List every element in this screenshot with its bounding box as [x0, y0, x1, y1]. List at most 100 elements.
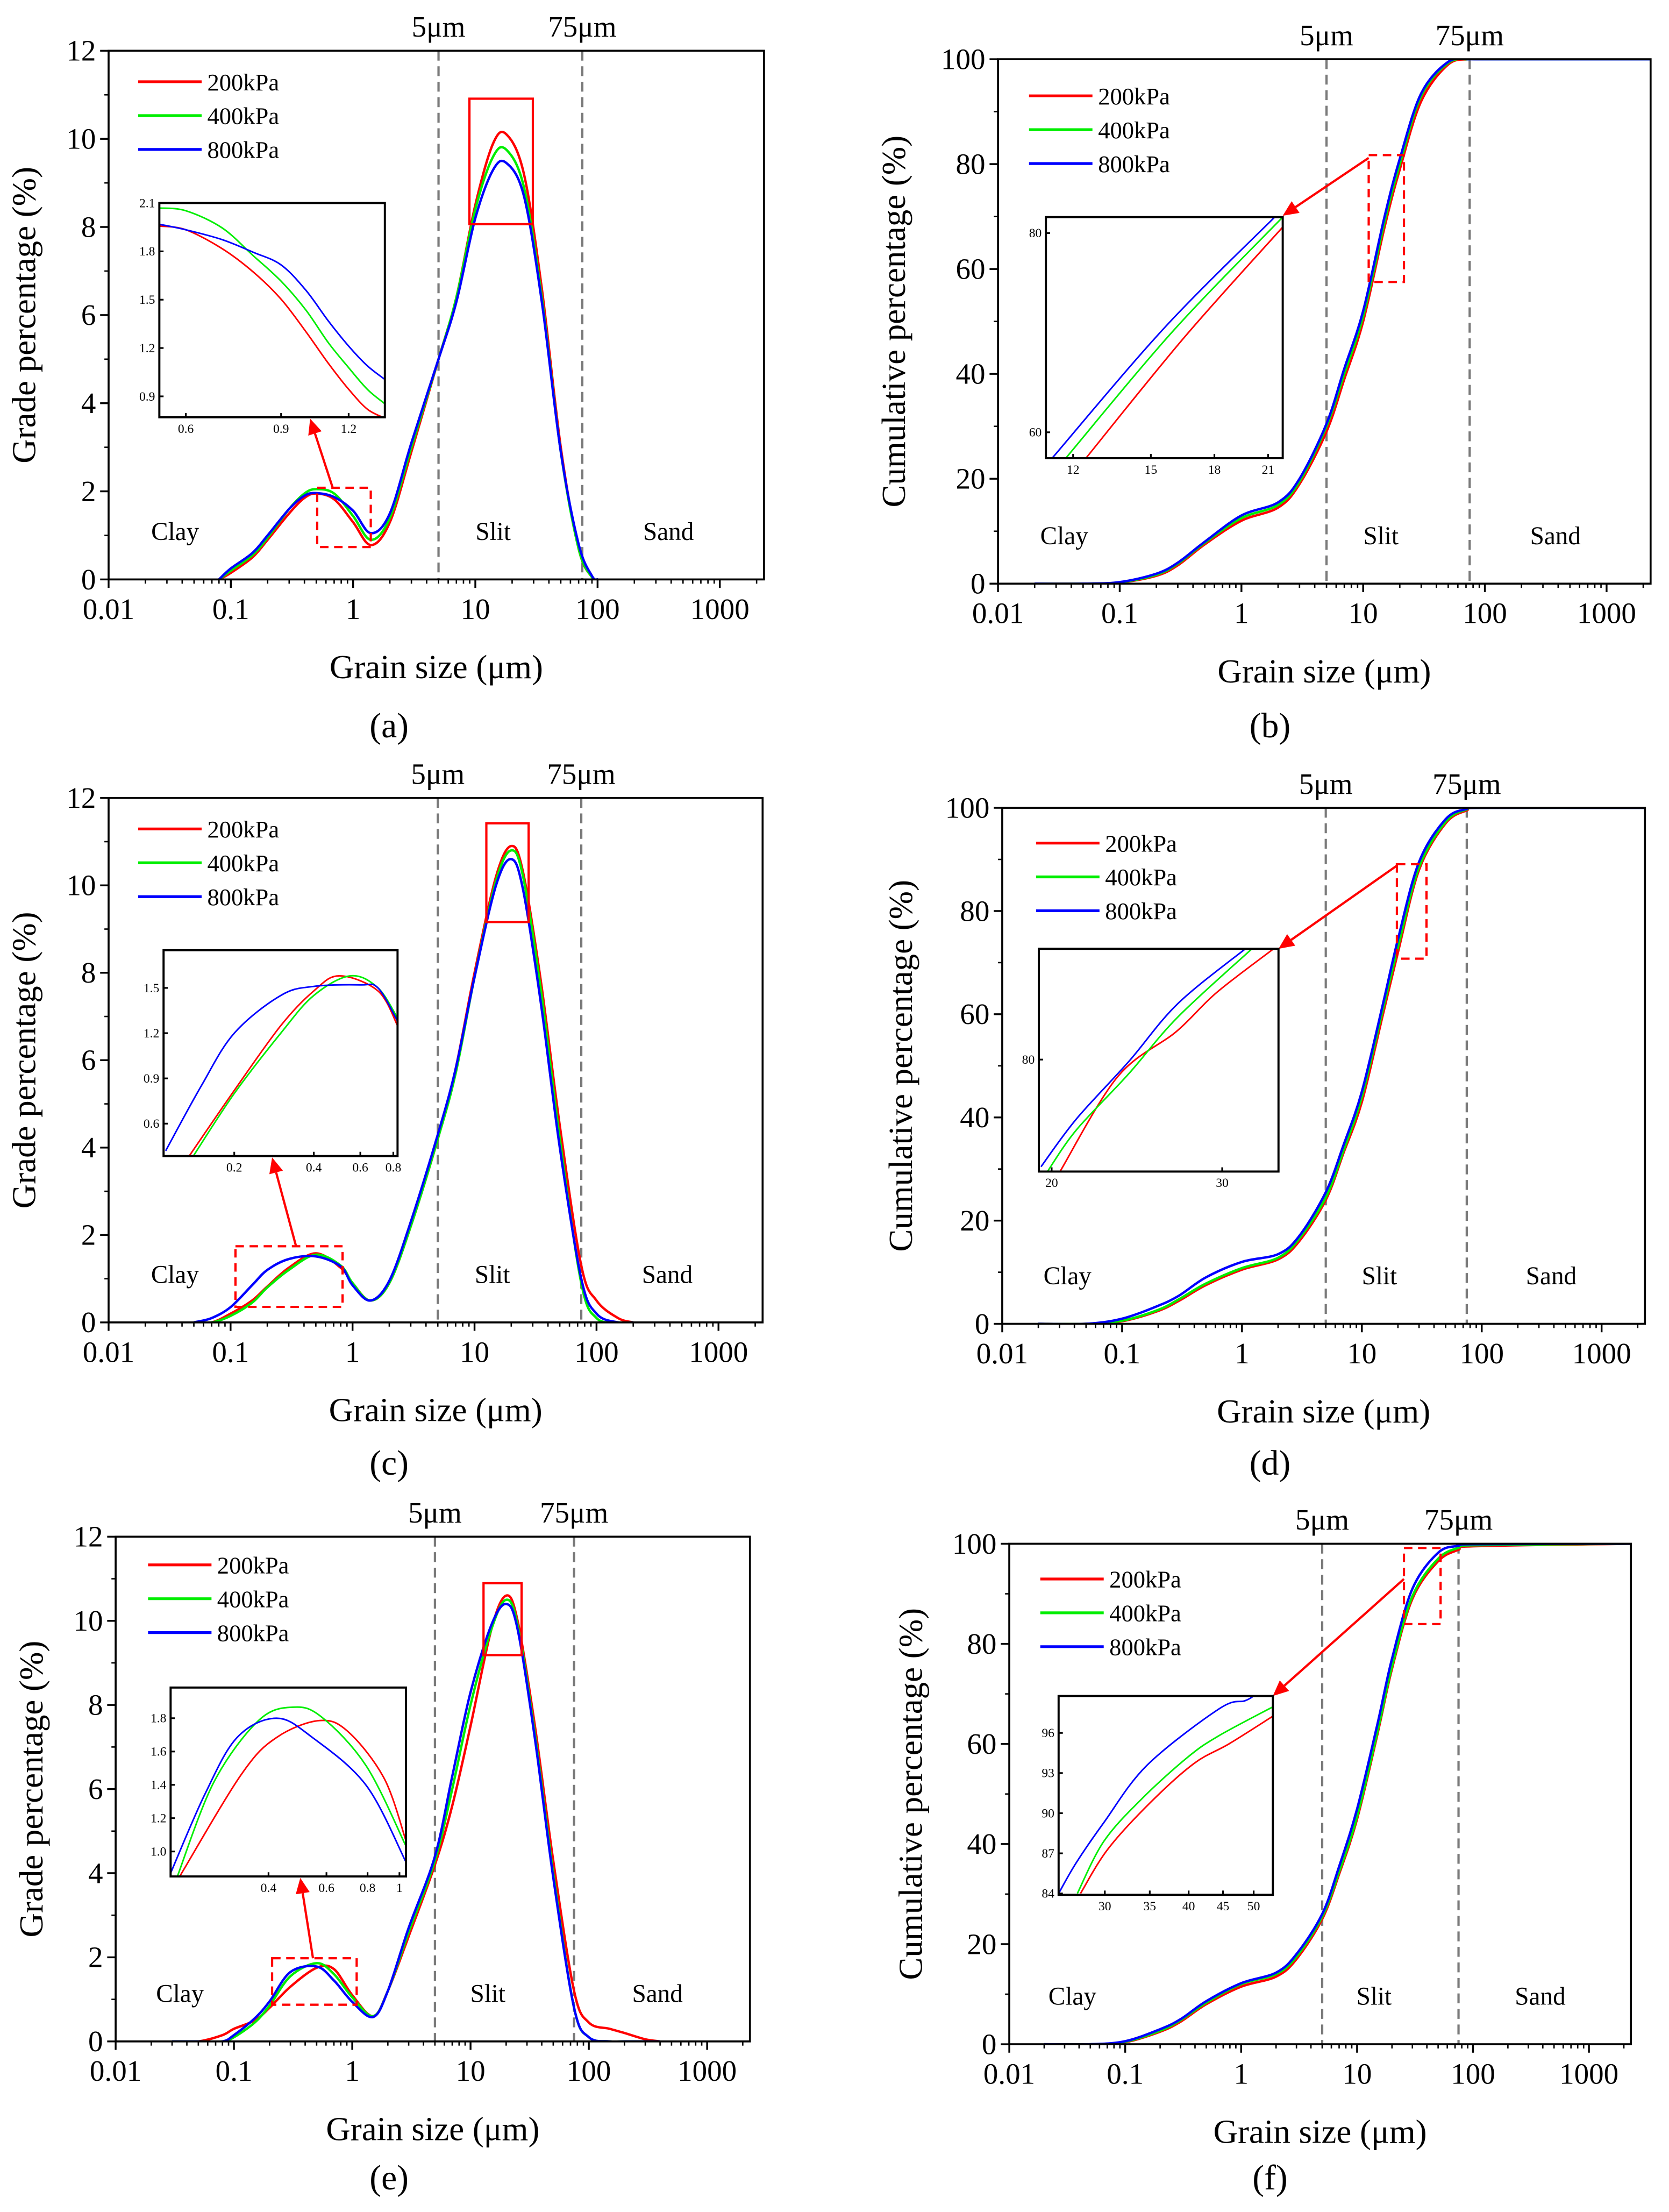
reference-label: 5μm: [1300, 19, 1353, 52]
reference-label: 75μm: [1432, 767, 1501, 800]
inset-y-tick-label: 80: [1022, 1053, 1035, 1067]
inset-x-tick-label: 45: [1217, 1900, 1230, 1914]
inset-zoom-plot: 0.4 0.6 0.8 1 1.0 1.2 1.4 1.6 1.8: [151, 1686, 408, 1895]
panel-label: (d): [1250, 1444, 1290, 1483]
y-tick-label: 6: [81, 298, 96, 331]
legend-label: 400kPa: [207, 850, 279, 877]
callout-arrow-line: [301, 1893, 315, 1959]
region-label-sand: Sand: [1526, 1262, 1577, 1290]
y-tick-label: 60: [955, 253, 985, 286]
legend-label: 200kPa: [1105, 830, 1177, 857]
zoom-region-box: [234, 1245, 344, 1308]
inset-series-line-200kPa: [1085, 226, 1283, 458]
legend-label: 800kPa: [207, 137, 279, 163]
region-label-slit: Slit: [1362, 1262, 1397, 1290]
callout-arrow-line: [313, 433, 334, 488]
reference-label: 5μm: [412, 10, 466, 43]
y-tick-label: 0: [971, 567, 986, 600]
inset-background: [1058, 1696, 1273, 1895]
x-tick-label: 1: [1234, 2057, 1249, 2090]
callout-arrow-line: [275, 1172, 297, 1247]
region-label-slit: Slit: [1363, 522, 1399, 550]
x-tick-label: 1000: [1572, 1337, 1631, 1370]
x-tick-label: 0.01: [83, 1335, 134, 1368]
y-axis-label: Grade percentage (%): [5, 167, 43, 464]
legend-label: 200kPa: [207, 816, 279, 843]
reference-label: 75μm: [1424, 1503, 1493, 1536]
inset-zoom-plot: 0.2 0.4 0.6 0.8 0.6 0.9 1.2 1.5: [144, 949, 401, 1175]
peak-highlight-box: [485, 822, 530, 923]
y-tick-label: 60: [960, 998, 989, 1030]
y-tick-label: 0: [975, 1307, 990, 1340]
callout-arrow-line: [1283, 1578, 1405, 1687]
arrowhead-icon: [1278, 934, 1295, 949]
y-tick-label: 40: [955, 358, 985, 390]
inset-frame: [169, 1686, 408, 1878]
x-tick-label: 0.01: [972, 597, 1024, 630]
region-label-clay: Clay: [151, 518, 199, 546]
inset-x-tick-label: 40: [1182, 1900, 1195, 1914]
reference-label: 5μm: [411, 758, 465, 791]
y-tick-label: 0: [88, 2025, 103, 2058]
x-tick-label: 10: [1347, 1337, 1376, 1370]
inset-x-tick-label: 0.9: [273, 422, 289, 436]
y-axis-label: Grade percentage (%): [12, 1641, 50, 1938]
callout-arrow-line: [1290, 864, 1398, 941]
series-line-800kPa: [1035, 59, 1651, 584]
reference-label: 5μm: [408, 1496, 462, 1529]
x-tick-label: 1: [345, 1335, 360, 1368]
inset-series-line-200kPa: [1080, 1715, 1273, 1894]
region-label-sand: Sand: [1515, 1983, 1566, 2011]
curves: [218, 131, 598, 580]
x-tick-label: 10: [1342, 2057, 1372, 2090]
reference-label: 75μm: [547, 758, 615, 791]
inset-x-tick-label: 0.2: [226, 1161, 242, 1175]
reference-label: 75μm: [1436, 19, 1504, 52]
x-tick-label: 1000: [1577, 597, 1636, 630]
y-tick-label: 80: [967, 1627, 996, 1660]
inset-series-line-800kPa: [159, 223, 385, 380]
inset-series-line-200kPa: [179, 1719, 406, 1877]
y-axis-label: Cumulative percentage (%): [882, 880, 919, 1252]
x-axis-label: Grain size (μm): [330, 648, 543, 686]
panel-label: (b): [1250, 707, 1290, 745]
inset-curves: [1051, 217, 1283, 458]
y-tick-label: 10: [73, 1604, 103, 1637]
inset-y-tick-label: 1.4: [151, 1779, 167, 1793]
inset-y-tick-label: 90: [1042, 1806, 1054, 1820]
region-label-slit: Slit: [475, 518, 511, 546]
x-tick-label: 1000: [677, 2054, 737, 2087]
y-tick-label: 40: [960, 1101, 989, 1134]
x-axis-label: Grain size (μm): [329, 1391, 543, 1428]
arrowhead-icon: [1273, 1680, 1289, 1696]
inset-frame: [1057, 1695, 1274, 1896]
panel-d: 5μm 75μm 0.01 0.1 1 10 100 1000 0 20 40 60 80 100 Grai…: [882, 767, 1646, 1483]
inset-y-tick-label: 1.5: [144, 981, 159, 995]
legend: 200kPa 400kPa 800kPa: [138, 69, 279, 163]
inset-y-tick-label: 1.2: [151, 1812, 166, 1826]
x-tick-label: 100: [574, 1335, 619, 1368]
x-axis-label: Grain size (μm): [1217, 652, 1431, 690]
legend-label: 400kPa: [1109, 1600, 1181, 1627]
zoom-region-box: [1395, 863, 1428, 960]
inset-x-tick-label: 35: [1144, 1900, 1157, 1914]
region-label-slit: Slit: [470, 1980, 505, 2008]
legend-label: 800kPa: [1098, 151, 1170, 177]
inset-series-line-400kPa: [1076, 1706, 1273, 1894]
inset-x-tick-label: 1.2: [341, 422, 356, 436]
x-tick-label: 0.1: [216, 2054, 253, 2087]
inset-zoom-plot: 0.6 0.9 1.2 0.9 1.2 1.5 1.8 2.1: [139, 196, 386, 436]
inset-zoom-plot: 20 30 80: [1022, 948, 1280, 1190]
inset-curves: [159, 207, 385, 417]
inset-x-tick-label: 15: [1145, 463, 1158, 477]
x-tick-label: 100: [567, 2054, 611, 2087]
y-tick-label: 4: [81, 1131, 96, 1164]
inset-series-line-800kPa: [1051, 217, 1275, 458]
reference-label: 5μm: [1299, 767, 1353, 800]
x-tick-label: 0.1: [1107, 2057, 1144, 2090]
reference-label: 5μm: [1295, 1503, 1349, 1536]
inset-y-tick-label: 60: [1029, 426, 1042, 440]
inset-x-tick-label: 0.8: [360, 1881, 375, 1895]
curves: [172, 1594, 660, 2042]
